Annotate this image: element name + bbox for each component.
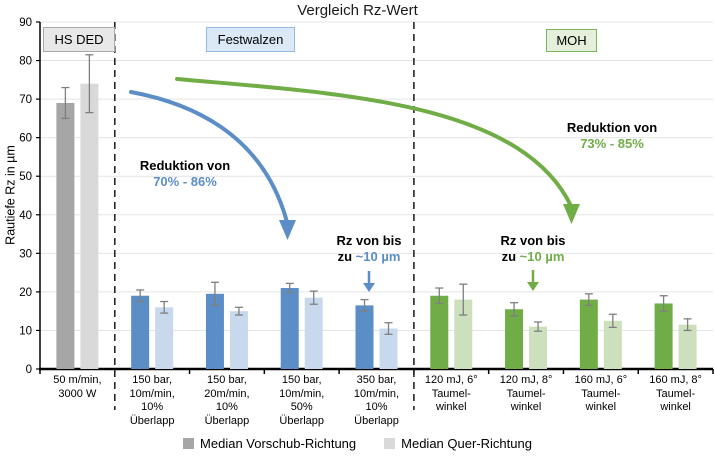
festwalzen-reduction-value: 70% - 86%: [153, 174, 217, 189]
bar: [379, 328, 398, 369]
festwalzen-rz-annotation: Rz von bis zu ~10 µm: [310, 233, 428, 265]
bar: [579, 299, 598, 369]
festwalzen-rz-value: ~10 µm: [355, 249, 401, 264]
x-category-label: 150 bar, 10m/min, 50% Überlapp: [279, 374, 325, 427]
x-category-label: 50 m/min, 3000 W: [53, 374, 102, 400]
group-label-festwalzen: Festwalzen: [206, 27, 295, 52]
x-category-label: 160 mJ, 6° Taumel-winkel: [574, 374, 628, 413]
bar: [80, 83, 99, 369]
bar: [529, 326, 548, 369]
bar: [505, 309, 524, 369]
y-tick-label: 80: [19, 56, 32, 68]
y-tick-label: 0: [26, 364, 32, 376]
bar: [155, 307, 174, 369]
festwalzen-reduction-annotation: Reduktion von 70% - 86%: [115, 158, 255, 190]
festwalzen-reduction-label: Reduktion von: [139, 158, 231, 173]
x-category-label: 150 bar, 10m/min, 10% Überlapp: [129, 374, 175, 427]
group-label-moh: MOH: [546, 29, 597, 52]
bar: [205, 293, 224, 369]
chart-title: Vergleich Rz-Wert: [297, 2, 418, 19]
legend-label-quer: Median Quer-Richtung: [401, 436, 532, 451]
bar: [454, 299, 473, 369]
y-tick-label: 20: [19, 287, 32, 299]
y-tick-label: 60: [19, 133, 32, 145]
moh-rz-arrow: [527, 270, 539, 291]
bar: [430, 295, 449, 369]
festwalzen-rz-line1: Rz von bis: [336, 233, 402, 248]
moh-rz-annotation: Rz von bis zu ~10 µm: [474, 233, 592, 265]
moh-rz-line2: zu ~10 µm: [501, 249, 565, 264]
y-tick-label: 30: [19, 248, 32, 260]
group-label-hs-ded: HS DED: [43, 27, 115, 52]
y-tick-label: 70: [19, 94, 32, 106]
legend-swatch-vorschub: [183, 438, 195, 449]
x-category-label: 350 bar, 10m/min, 10% Überlapp: [353, 374, 400, 427]
y-tick-label: 90: [19, 17, 32, 29]
moh-reduction-annotation: Reduktion von 73% - 85%: [542, 120, 682, 152]
moh-reduction-arrow: [175, 77, 580, 224]
legend: Median Vorschub-Richtung Median Quer-Ric…: [0, 436, 715, 451]
x-category-label: 160 mJ, 8° Taumel-winkel: [649, 374, 702, 413]
bar: [603, 320, 622, 369]
festwalzen-rz-arrow: [363, 271, 375, 292]
x-category-label: 120 mJ, 6° Taumel-winkel: [424, 374, 478, 413]
bar: [229, 311, 248, 369]
bar: [56, 102, 75, 369]
bar: [654, 303, 673, 369]
moh-reduction-value: 73% - 85%: [580, 136, 644, 151]
festwalzen-rz-line2: zu ~10 µm: [337, 249, 401, 264]
legend-item-quer: Median Quer-Richtung: [384, 436, 532, 451]
bar: [304, 297, 323, 369]
bar: [678, 324, 697, 369]
moh-reduction-label: Reduktion von: [566, 120, 658, 135]
festwalzen-reduction-arrow: [129, 90, 296, 240]
y-tick-label: 10: [19, 325, 32, 337]
legend-item-vorschub: Median Vorschub-Richtung: [183, 436, 356, 451]
moh-rz-line1: Rz von bis: [500, 233, 566, 248]
y-tick-label: 40: [19, 210, 32, 222]
x-category-label: 120 mJ, 8° Taumel-winkel: [499, 374, 553, 413]
legend-swatch-quer: [384, 438, 396, 449]
moh-rz-value: ~10 µm: [519, 249, 565, 264]
bar: [280, 288, 299, 369]
x-category-label: 150 bar, 20m/min, 10% Überlapp: [204, 374, 250, 427]
bar: [355, 305, 374, 369]
legend-label-vorschub: Median Vorschub-Richtung: [200, 436, 357, 451]
bar: [131, 295, 150, 369]
y-tick-label: 50: [19, 171, 32, 183]
